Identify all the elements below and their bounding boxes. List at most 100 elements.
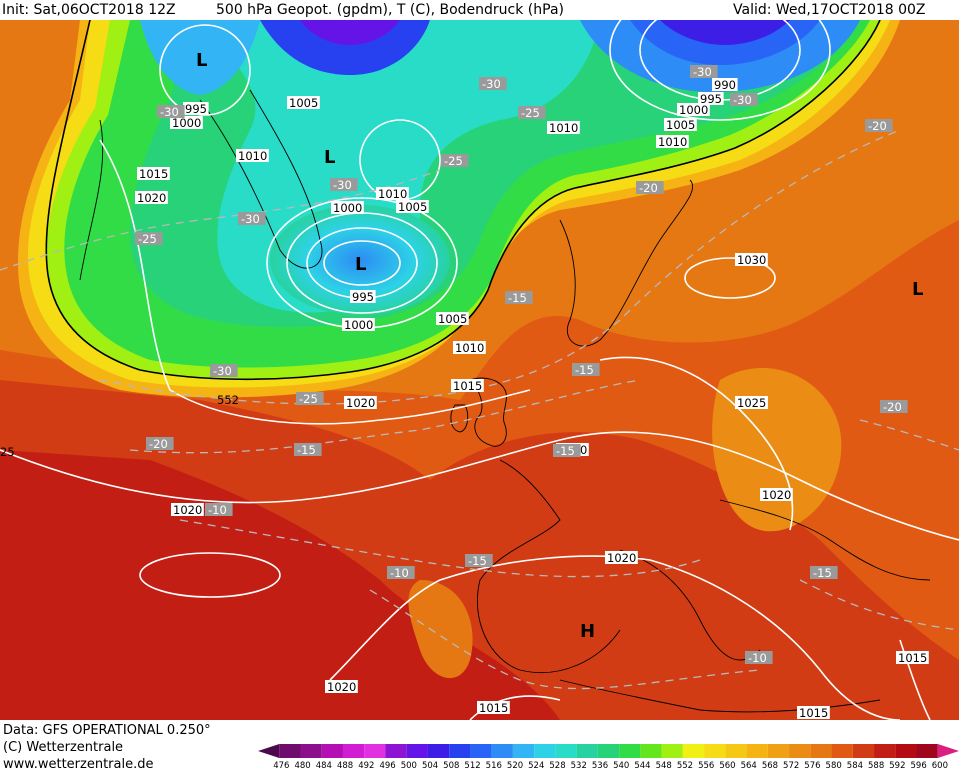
valid-time-label: Valid: Wed,17OCT2018 00Z <box>733 2 926 18</box>
isobar-label-text: 1010 <box>378 187 407 201</box>
left-edge-label: 25 <box>0 445 15 459</box>
website-label: www.wetterzentrale.de <box>3 757 154 772</box>
isobar-label-text: 1025 <box>737 396 766 410</box>
map-title: 500 hPa Geopot. (gpdm), T (C), Bodendruc… <box>216 2 564 18</box>
init-time-label: Init: Sat,06OCT2018 12Z <box>2 2 176 18</box>
isotherm-label-text: -30 <box>693 65 712 79</box>
isobar-label: 1020 <box>344 396 377 410</box>
isotherm-label-text: -15 <box>508 291 527 305</box>
color-scale-bars <box>258 744 959 758</box>
low-pressure-marker: L <box>324 147 335 168</box>
height-band-576-iberia <box>408 580 473 679</box>
isotherm-label: -25 <box>441 154 469 168</box>
isobar-label-text: 1015 <box>139 167 168 181</box>
color-scale-tick-label: 508 <box>443 761 459 770</box>
isotherm-label-text: -30 <box>160 105 179 119</box>
isotherm-labels: -30 -25 -30 -30 -25 -30 -25 -20 -15 -15 -20 -10 -15 -… <box>135 65 908 665</box>
color-scale-swatch <box>576 744 598 758</box>
isobar-label-text: 1020 <box>607 551 636 565</box>
isobar-label: 1010 <box>376 187 409 201</box>
isobar-label-text: 1005 <box>666 118 695 132</box>
isotherm-label: -15 <box>572 363 600 377</box>
low-pressure-marker: L <box>196 50 207 71</box>
color-scale-tick-label: 564 <box>741 761 757 770</box>
isotherm-label-text: -15 <box>556 444 575 458</box>
isotherm-label: -20 <box>880 400 908 414</box>
map-header: Init: Sat,06OCT2018 12Z 500 hPa Geopot. … <box>0 0 959 20</box>
pressure-centers: L L L L H <box>196 50 923 642</box>
color-scale-tick-label: 548 <box>656 761 672 770</box>
isotherm-label-text: -20 <box>149 437 168 451</box>
color-scale-tick-label: 584 <box>847 761 863 770</box>
isotherm-label: -10 <box>387 566 415 580</box>
isobar-label: 1000 <box>677 103 710 117</box>
color-scale-swatch <box>258 744 280 758</box>
isotherm-label-text: -20 <box>639 181 658 195</box>
scandinavia-coast <box>559 179 694 347</box>
color-scale-tick-label: 492 <box>358 761 374 770</box>
isotherm-label: -30 <box>210 364 238 378</box>
color-scale-tick-label: 560 <box>719 761 735 770</box>
low-pressure-marker: L <box>355 254 366 275</box>
isotherm-label-text: -25 <box>138 232 157 246</box>
color-scale-tick-label: 552 <box>677 761 693 770</box>
height-band-504-north <box>300 20 400 45</box>
isobar-label: 1010 <box>547 121 580 135</box>
isobar-label: 1005 <box>436 312 469 326</box>
isobar-label-text: 1020 <box>173 503 202 517</box>
color-scale-swatch <box>427 744 450 758</box>
isotherm-label: -30 <box>479 77 507 91</box>
isotherm-label: -30 <box>157 105 185 119</box>
isobar-label-text: 995 <box>700 92 722 106</box>
low-pressure-marker: L <box>912 279 923 300</box>
isobar-label: 1005 <box>396 200 429 214</box>
isobar-label: 1020 <box>605 551 638 565</box>
color-scale-tick-label: 504 <box>422 761 438 770</box>
isotherm-label: -15 <box>553 444 581 458</box>
color-scale-swatch <box>300 744 322 758</box>
isotherm-label-text: -15 <box>813 566 832 580</box>
italy-coast <box>619 549 761 661</box>
color-scale-swatch <box>831 744 853 758</box>
isotherm-label-text: -25 <box>444 154 463 168</box>
isobar-label: 990 <box>712 78 738 92</box>
color-scale-labels: 476 480 484 488 492 496 500 504 508 512 516 520 524 5… <box>273 761 948 770</box>
high-pressure-marker: H <box>580 621 595 642</box>
isotherm-label-text: -10 <box>748 651 767 665</box>
color-scale-swatch <box>364 744 386 758</box>
isobar-label: 1000 <box>342 318 375 332</box>
color-scale-swatch <box>597 744 620 758</box>
isotherm-label: -15 <box>505 291 533 305</box>
height-band-512-north <box>260 20 430 75</box>
isotherm-label-text: -30 <box>333 178 352 192</box>
isobar-label-text: 1020 <box>137 191 166 205</box>
isobar-label-text: 990 <box>714 78 736 92</box>
ireland-coast <box>450 404 469 433</box>
height-band-508-ne <box>660 20 790 45</box>
isobar-label-text: 1000 <box>333 201 362 215</box>
isobar-label: 1015 <box>451 379 484 393</box>
isobar-label-text: 1015 <box>479 701 508 715</box>
color-scale-swatch <box>852 744 875 758</box>
canada-coast <box>79 119 104 281</box>
isotherm-label-text: -15 <box>575 363 594 377</box>
isobar-label-text: 1000 <box>172 116 201 130</box>
isotherm-label-text: -30 <box>733 93 752 107</box>
isobar-label: 1015 <box>477 701 510 715</box>
isobar-label: 1015 <box>137 167 170 181</box>
western-europe-coast <box>476 459 621 674</box>
color-scale-swatch <box>512 744 535 758</box>
isobar-label-text: 1005 <box>398 200 427 214</box>
color-scale-swatch <box>916 744 938 758</box>
isobar-label-text: 1000 <box>344 318 373 332</box>
isotherm-label-text: -20 <box>868 119 887 133</box>
isotherm-label: -15 <box>810 566 838 580</box>
isotherm-label-text: -15 <box>468 554 487 568</box>
color-scale-tick-label: 528 <box>549 761 565 770</box>
isotherm-label: -10 <box>205 503 233 517</box>
isobar-label: 1010 <box>656 135 689 149</box>
isotherms <box>0 129 959 690</box>
isobar-label: 1015 <box>896 651 929 665</box>
isobar-label-text: 1020 <box>346 396 375 410</box>
